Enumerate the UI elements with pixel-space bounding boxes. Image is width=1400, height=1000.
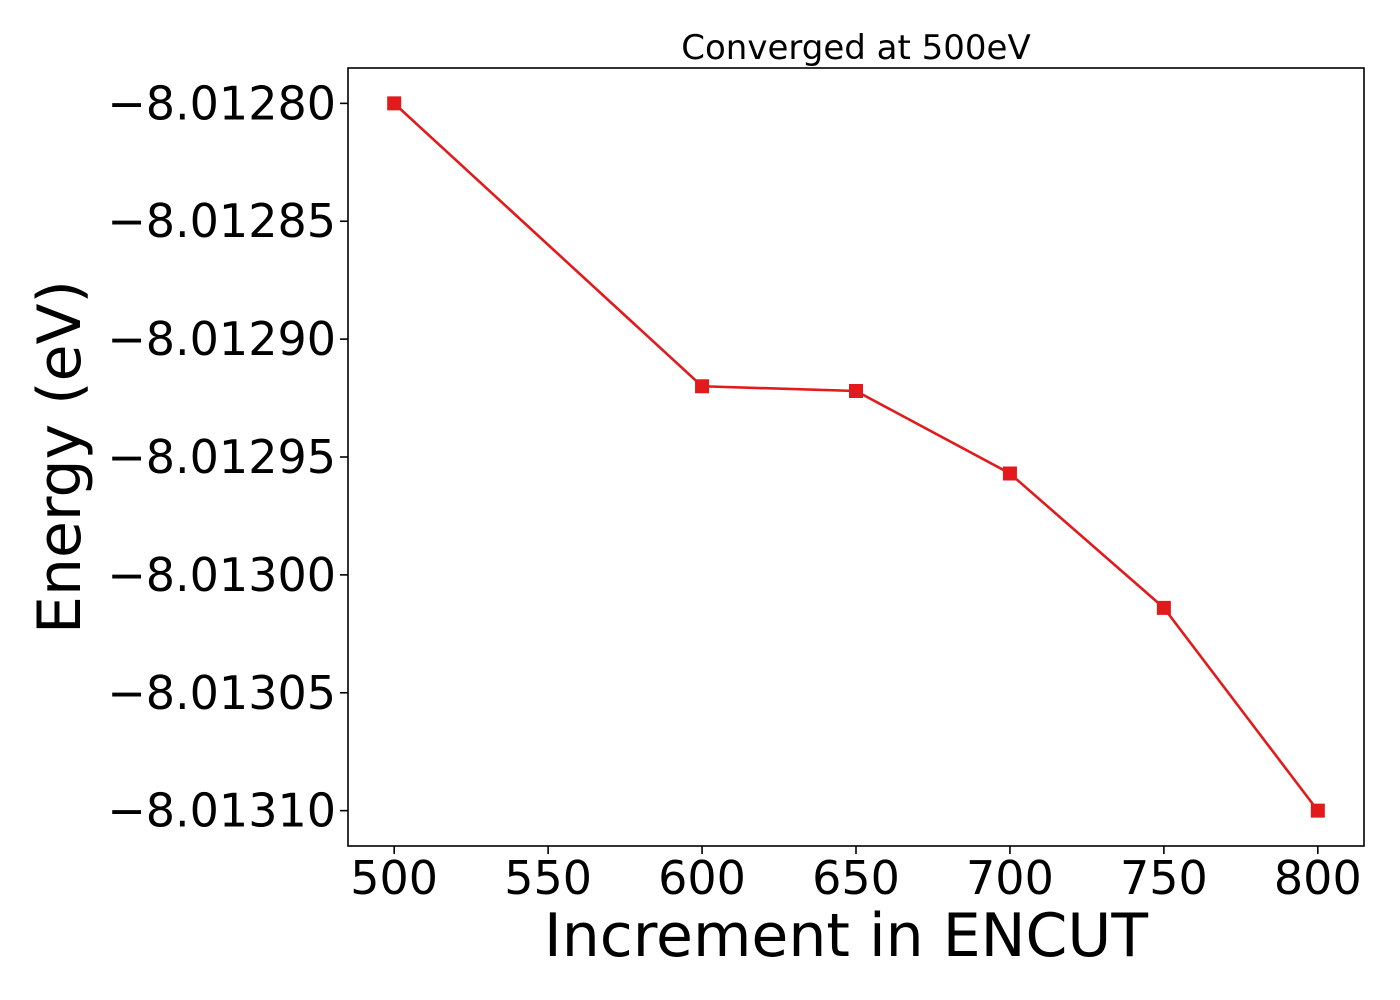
x-tick-label: 700: [966, 851, 1054, 905]
x-axis-ticks: 500 550 600 650 700 750 800: [350, 846, 1362, 905]
data-point-marker: [849, 383, 863, 398]
data-point-marker: [1310, 803, 1325, 818]
data-point-marker: [695, 379, 710, 394]
x-tick-label: 750: [1120, 851, 1208, 905]
series-group: [387, 96, 1325, 818]
data-point-marker: [387, 96, 402, 111]
y-axis-label: Energy (eV): [25, 280, 95, 634]
y-axis-ticks: −8.01280 −8.01285 −8.01290 −8.01295 −8.01300…: [107, 76, 348, 838]
y-tick-label: −8.01305: [107, 666, 336, 720]
y-tick-label: −8.01295: [107, 430, 336, 484]
x-tick-label: 550: [504, 851, 592, 905]
chart-title: Converged at 500eV: [681, 28, 1030, 68]
x-tick-label: 500: [350, 851, 438, 905]
y-tick-label: −8.01290: [107, 312, 336, 366]
data-point-marker: [1156, 600, 1171, 615]
y-tick-label: −8.01285: [107, 194, 336, 248]
plot-area: 500 550 600 650 700 750 800 −8.01280−8.01285−8…: [107, 67, 1365, 905]
x-tick-label: 650: [812, 851, 900, 905]
y-tick-label: −8.01310: [107, 784, 336, 838]
series-line: [393, 102, 1319, 812]
y-tick-label: −8.01280: [107, 76, 336, 130]
x-tick-label: 600: [658, 851, 746, 905]
plot-frame: [347, 67, 1365, 847]
x-axis-label: Increment in ENCUT: [544, 901, 1148, 971]
x-tick-label: 800: [1274, 851, 1362, 905]
data-point-marker: [1002, 466, 1017, 481]
y-tick-label: −8.01300: [107, 548, 336, 602]
